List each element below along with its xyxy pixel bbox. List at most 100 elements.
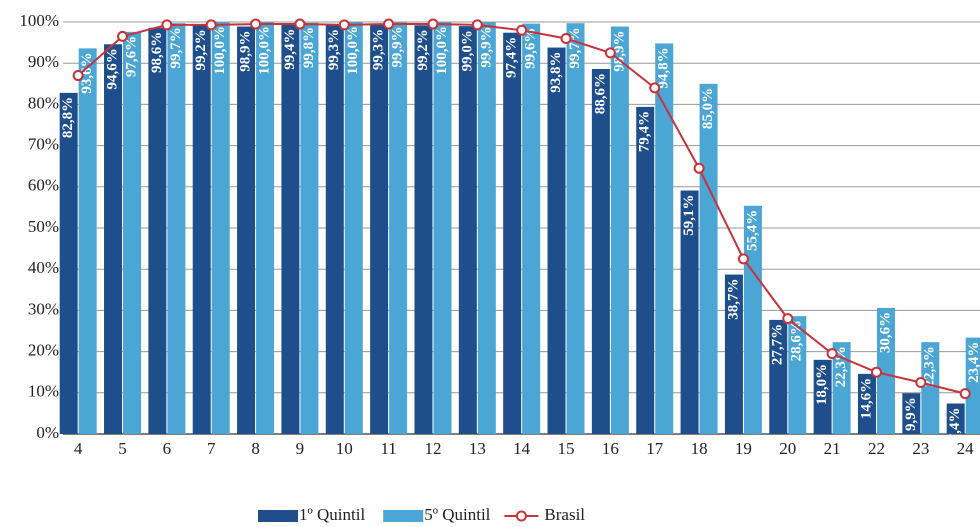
y-tick-label: 10% bbox=[28, 382, 59, 401]
value-label: 94,8% bbox=[656, 47, 672, 88]
value-label: 59,1% bbox=[681, 195, 697, 236]
legend-swatch bbox=[258, 510, 298, 522]
y-tick-label: 60% bbox=[28, 176, 59, 195]
value-label: 97,4% bbox=[504, 37, 520, 78]
bar bbox=[921, 342, 940, 434]
legend-swatch bbox=[515, 510, 527, 522]
line-marker bbox=[782, 313, 794, 325]
value-label: 27,7% bbox=[770, 324, 786, 365]
line-marker bbox=[250, 18, 262, 30]
value-label: 98,9% bbox=[238, 31, 254, 72]
value-label: 99,2% bbox=[415, 29, 431, 70]
bar bbox=[724, 274, 743, 434]
bar bbox=[591, 68, 610, 434]
bar bbox=[148, 27, 167, 434]
line-marker bbox=[117, 30, 129, 42]
x-tick-label: 23 bbox=[912, 439, 929, 458]
value-label: 100,0% bbox=[212, 26, 228, 75]
value-label: 100,0% bbox=[434, 26, 450, 75]
x-tick-label: 7 bbox=[207, 439, 216, 458]
bar bbox=[370, 24, 389, 434]
value-label: 38,7% bbox=[725, 279, 741, 320]
x-tick-label: 4 bbox=[74, 439, 83, 458]
bar bbox=[566, 23, 585, 435]
y-tick-label: 90% bbox=[28, 52, 59, 71]
legend-label: Brasil bbox=[544, 505, 585, 524]
legend-label: 5º Quintil bbox=[424, 505, 490, 524]
bar bbox=[610, 26, 629, 434]
value-label: 99,9% bbox=[390, 26, 406, 67]
line bbox=[77, 23, 966, 395]
bar bbox=[477, 22, 496, 435]
value-label: 98,9% bbox=[611, 31, 627, 72]
value-label: 55,4% bbox=[744, 210, 760, 251]
y-tick-label: 40% bbox=[28, 258, 59, 277]
bar bbox=[237, 26, 256, 434]
bar bbox=[680, 190, 699, 434]
value-label: 99,4% bbox=[282, 28, 298, 69]
y-tick-label: 50% bbox=[28, 217, 59, 236]
line-marker bbox=[516, 24, 528, 36]
line-marker bbox=[959, 388, 971, 400]
bar bbox=[104, 44, 123, 435]
line-marker bbox=[560, 32, 572, 44]
legend-label: 1º Quintil bbox=[299, 505, 365, 524]
x-tick-label: 5 bbox=[118, 439, 127, 458]
bar bbox=[832, 342, 851, 434]
line-marker bbox=[427, 18, 439, 30]
x-tick-label: 17 bbox=[646, 439, 664, 458]
value-label: 93,8% bbox=[548, 52, 564, 93]
value-label: 9,9% bbox=[903, 397, 919, 431]
bar bbox=[300, 22, 319, 434]
bar bbox=[788, 316, 807, 434]
x-tick-label: 11 bbox=[380, 439, 396, 458]
line-marker bbox=[161, 19, 173, 31]
value-label: 99,3% bbox=[371, 29, 387, 70]
bar bbox=[389, 22, 408, 435]
bar bbox=[59, 92, 78, 434]
value-label: 82,8% bbox=[60, 97, 76, 138]
bar bbox=[433, 22, 452, 434]
x-tick-label: 24 bbox=[957, 439, 975, 458]
y-tick-label: 20% bbox=[28, 341, 59, 360]
value-label: 99,0% bbox=[459, 30, 475, 71]
value-label: 88,6% bbox=[592, 73, 608, 114]
bar bbox=[167, 23, 186, 435]
bar bbox=[281, 24, 300, 435]
value-label: 14,6% bbox=[858, 378, 874, 419]
value-label: 22,3% bbox=[922, 346, 938, 387]
x-tick-label: 16 bbox=[602, 439, 619, 458]
x-tick-label: 18 bbox=[691, 439, 708, 458]
bar bbox=[78, 48, 97, 434]
x-tick-label: 8 bbox=[251, 439, 260, 458]
value-label: 79,4% bbox=[637, 111, 653, 152]
bar bbox=[458, 26, 477, 435]
line-marker bbox=[72, 70, 84, 82]
value-label: 94,6% bbox=[104, 48, 120, 89]
bar bbox=[636, 106, 655, 434]
bar bbox=[192, 25, 211, 435]
y-tick-label: 0% bbox=[36, 423, 59, 442]
bar bbox=[344, 22, 363, 434]
x-tick-label: 9 bbox=[296, 439, 305, 458]
value-label: 100,0% bbox=[257, 26, 273, 75]
x-tick-label: 10 bbox=[336, 439, 353, 458]
value-label: 30,6% bbox=[877, 312, 893, 353]
bar bbox=[522, 23, 541, 434]
line-marker bbox=[915, 377, 927, 388]
line-marker bbox=[737, 253, 749, 265]
y-tick-label: 80% bbox=[28, 93, 59, 112]
x-tick-label: 13 bbox=[469, 439, 486, 458]
line-marker bbox=[693, 162, 705, 174]
bar bbox=[547, 47, 566, 434]
value-label: 98,6% bbox=[149, 32, 165, 73]
bar bbox=[325, 24, 344, 434]
y-tick-label: 30% bbox=[28, 299, 59, 318]
line-marker bbox=[604, 47, 616, 59]
bar bbox=[813, 359, 832, 434]
value-label: 99,6% bbox=[523, 28, 539, 69]
bar bbox=[414, 25, 433, 435]
bar bbox=[902, 393, 921, 434]
bar bbox=[256, 22, 275, 434]
